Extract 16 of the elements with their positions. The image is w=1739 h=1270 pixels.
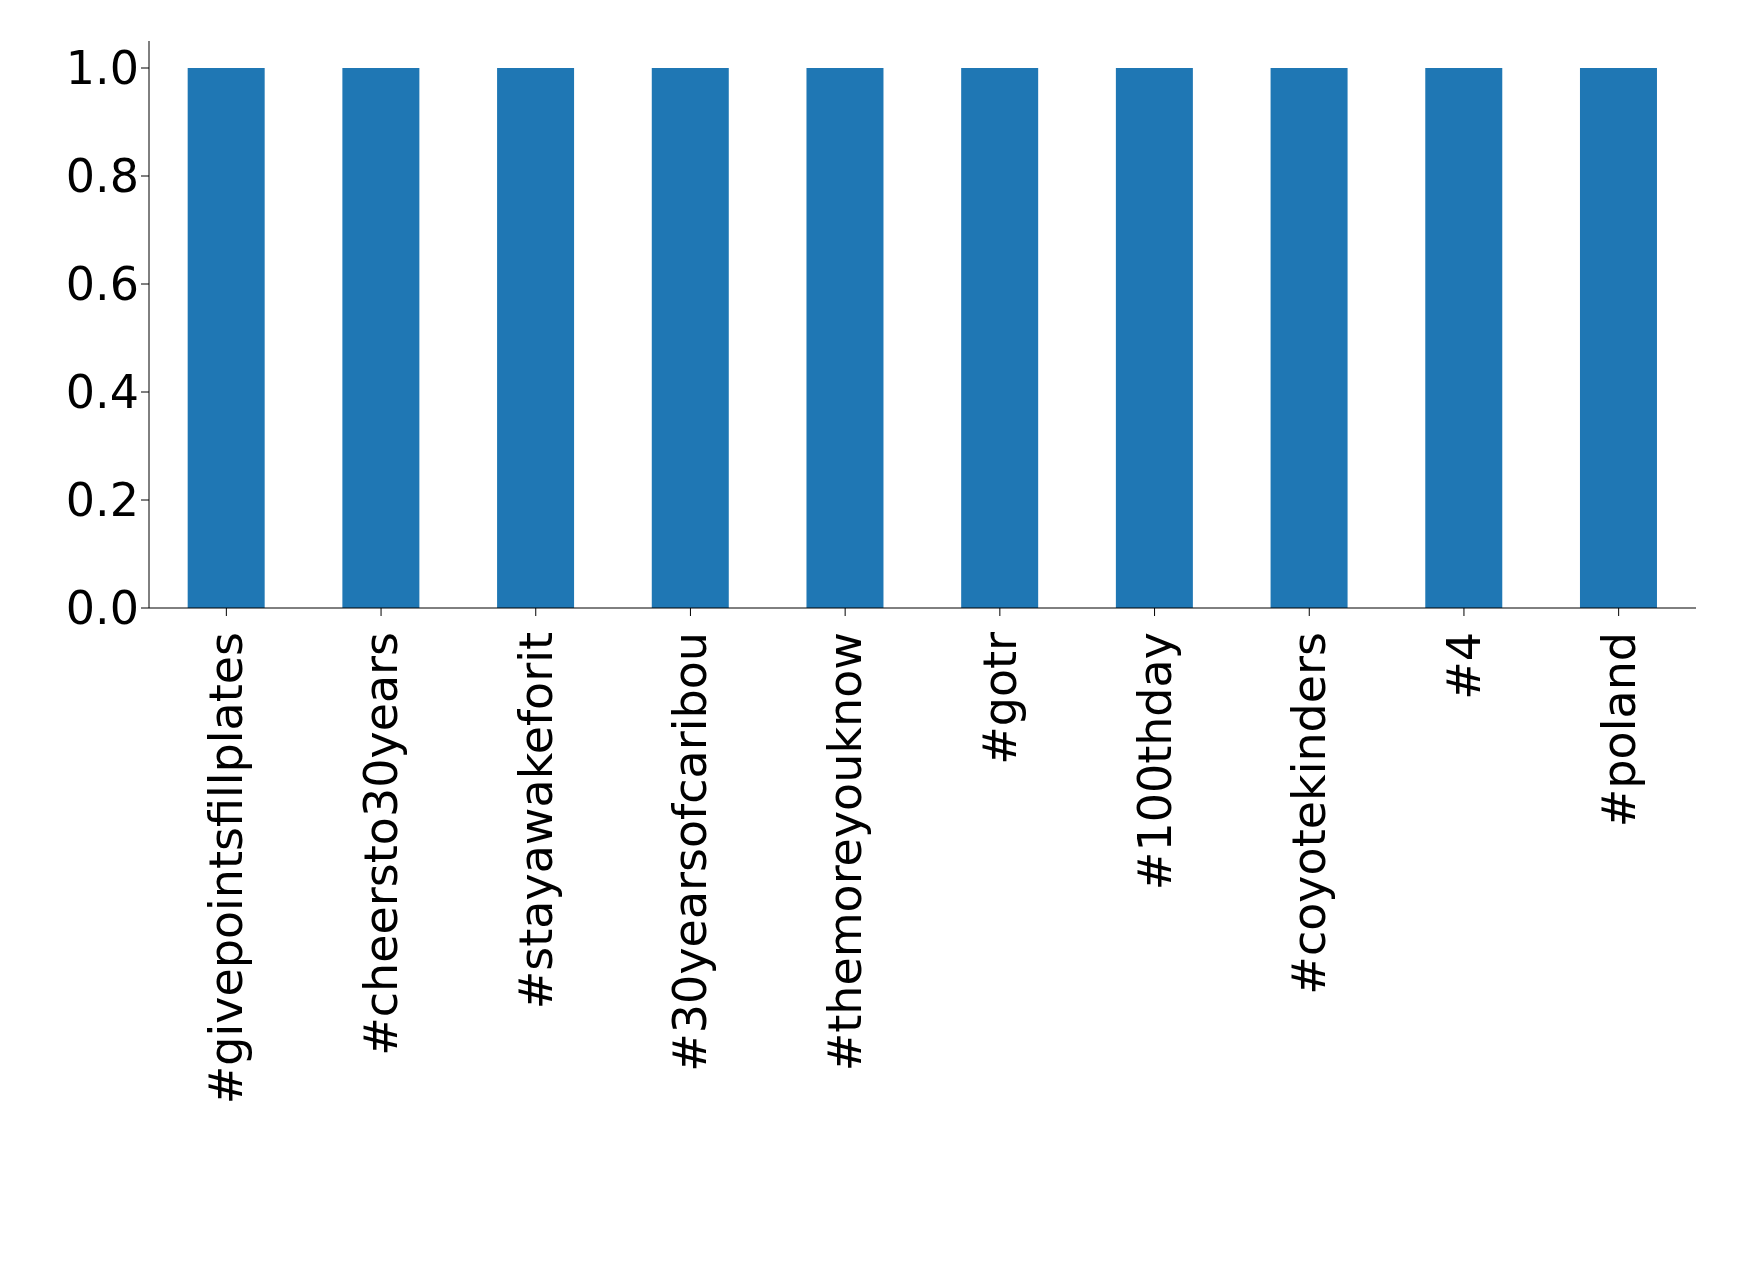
x-tick-label: #givepointsfillplates [199,632,254,1105]
y-tick-label: 0.2 [65,473,139,528]
x-tick-label: #poland [1591,632,1646,828]
y-tick-label: 0.0 [65,581,139,636]
x-tick-label: #coyotekinders [1282,632,1337,995]
y-tick-label: 0.4 [65,365,139,420]
y-tick-label: 0.6 [65,257,139,312]
x-tick-label: #stayawakeforit [508,632,563,1010]
y-tick-label: 0.8 [65,149,139,204]
x-tick-label: #4 [1436,632,1491,700]
x-tick-label: #30yearsofcaribou [663,632,718,1072]
x-tick-label: #gotr [972,631,1027,765]
x-tick-label: #100thday [1127,632,1182,891]
y-tick-label: 1.0 [65,41,139,96]
x-tick-label: #cheersto30years [354,632,409,1056]
x-tick-label: #themoreyouknow [818,632,873,1072]
